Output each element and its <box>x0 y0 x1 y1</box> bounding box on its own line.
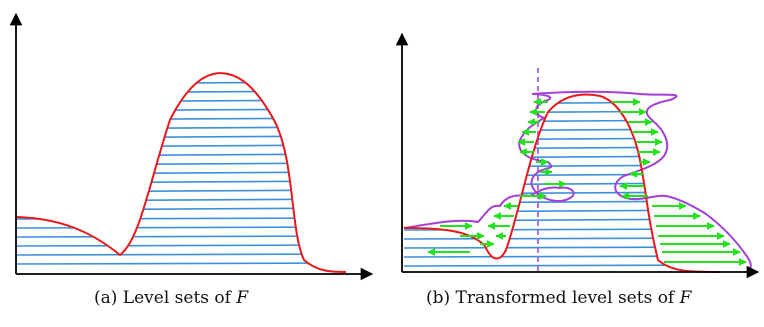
caption-a: (a) Level sets of F <box>94 288 248 308</box>
panel-a <box>9 12 374 281</box>
caption-b-text: (b) Transformed level sets of <box>426 288 680 308</box>
caption-a-text: (a) Level sets of <box>94 288 237 308</box>
level-set-lines <box>404 101 720 267</box>
panel-b <box>395 32 760 279</box>
function-curve <box>15 72 347 273</box>
function-curve <box>403 93 721 273</box>
displacement-arrows <box>427 98 747 266</box>
transformed-boundary <box>403 90 752 273</box>
caption-b-math: F <box>679 288 692 308</box>
caption-a-math: F <box>236 288 249 308</box>
caption-b: (b) Transformed level sets of F <box>426 288 691 308</box>
